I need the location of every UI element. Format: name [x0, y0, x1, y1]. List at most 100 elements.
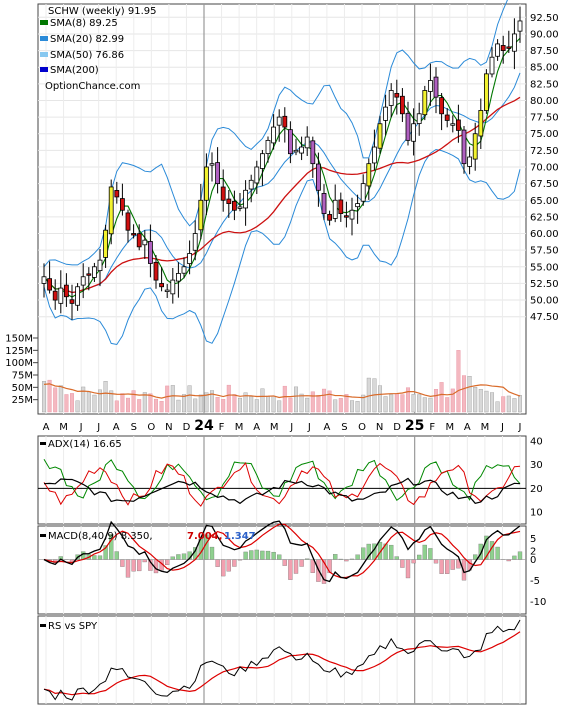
volume-bar [473, 387, 477, 412]
watermark: OptionChance.com [45, 81, 140, 92]
volume-bar [395, 394, 399, 412]
price-tick-label: 82.50 [530, 79, 559, 90]
month-label: M [59, 422, 68, 433]
price-tick-label: 90.00 [530, 29, 559, 40]
volume-bar [485, 391, 489, 412]
month-label: J [307, 422, 311, 433]
volume-bar [171, 385, 175, 412]
macd-histogram-bar [244, 552, 248, 560]
candle-body [98, 260, 102, 270]
month-label: D [183, 422, 191, 433]
adx-swatch [40, 442, 46, 445]
volume-bar [87, 392, 91, 412]
candle-body [468, 157, 472, 166]
macd-histogram-bar [400, 560, 404, 568]
volume-bar [317, 395, 321, 412]
macd-histogram-bar [182, 554, 186, 560]
candle-body [322, 193, 326, 213]
adx-title: ADX(14) 16.65 [48, 439, 122, 450]
volume-tick-label: 75M [12, 371, 33, 382]
volume-bar [188, 386, 192, 412]
macd-histogram-bar [512, 556, 516, 560]
volume-bar [401, 395, 405, 412]
month-label: S [131, 422, 137, 433]
candle-body [490, 57, 494, 74]
candle-body [400, 96, 404, 114]
price-tick-label: 77.50 [530, 113, 559, 124]
candle-body [434, 77, 438, 97]
volume-tick-label: 125M [5, 346, 33, 357]
candle-body [462, 130, 466, 164]
price-tick-label: 52.50 [530, 279, 559, 290]
volume-bar [104, 381, 108, 412]
candle-body [277, 117, 281, 125]
volume-bar [311, 392, 315, 412]
volume-bar [59, 386, 63, 412]
volume-bar [266, 396, 270, 412]
macd-signal-value: 7.004, [187, 531, 222, 542]
legend-sma8: SMA(8) 89.25 [50, 18, 118, 29]
volume-bar [137, 399, 141, 412]
candle-body [171, 280, 175, 294]
macd-histogram-value: 1.347 [224, 531, 256, 542]
volume-bar [417, 395, 421, 412]
candle-body [160, 283, 164, 286]
candle-body [496, 44, 500, 56]
macd-histogram-bar [440, 560, 444, 574]
month-label: J [79, 422, 83, 433]
candle-body [440, 98, 444, 114]
candle-body [81, 277, 85, 285]
volume-bar [255, 399, 259, 412]
month-label: O [147, 422, 155, 433]
candle-body [42, 277, 46, 284]
volume-bar [501, 397, 505, 412]
volume-bar [121, 394, 125, 412]
volume-bar [462, 376, 466, 412]
candle-body [92, 267, 96, 278]
volume-bar [507, 396, 511, 412]
macd-histogram-bar [277, 555, 281, 560]
price-tick-label: 72.50 [530, 146, 559, 157]
volume-bar [423, 398, 427, 412]
volume-bar [160, 401, 164, 412]
candle-body [115, 190, 119, 196]
candle-body [456, 120, 460, 130]
candle-body [484, 74, 488, 111]
price-tick-label: 85.00 [530, 63, 559, 74]
price-tick-label: 50.00 [530, 296, 559, 307]
volume-bar [333, 400, 337, 412]
macd-histogram-bar [120, 560, 124, 567]
candle-body [126, 213, 130, 230]
candle-body [417, 114, 421, 124]
month-label: 25 [405, 418, 424, 434]
candle-body [210, 164, 214, 166]
candle-body [272, 127, 276, 143]
month-label: A [323, 422, 330, 433]
candle-body [372, 147, 376, 163]
volume-bar [468, 376, 472, 412]
candle-body [204, 167, 208, 200]
volume-bar [339, 398, 343, 412]
macd-histogram-bar [216, 560, 220, 567]
candle-body [104, 230, 108, 257]
macd-histogram-bar [451, 560, 455, 570]
candle-body [182, 267, 186, 273]
volume-tick-label: 150M [5, 334, 33, 345]
macd-tick-label: -10 [530, 597, 546, 608]
month-label: J [518, 422, 522, 433]
candle-body [294, 150, 298, 152]
month-label: A [253, 422, 260, 433]
candle-body [132, 234, 136, 236]
month-label: D [393, 422, 401, 433]
macd-histogram-bar [406, 560, 410, 578]
macd-swatch [40, 534, 46, 537]
candle-body [120, 199, 124, 211]
price-tick-label: 87.50 [530, 46, 559, 57]
month-label: M [235, 422, 244, 433]
volume-bar [457, 350, 461, 412]
volume-bar [227, 385, 231, 412]
candle-body [339, 200, 343, 214]
volume-bar [451, 389, 455, 412]
macd-histogram-bar [434, 560, 438, 564]
candle-body [59, 288, 63, 303]
